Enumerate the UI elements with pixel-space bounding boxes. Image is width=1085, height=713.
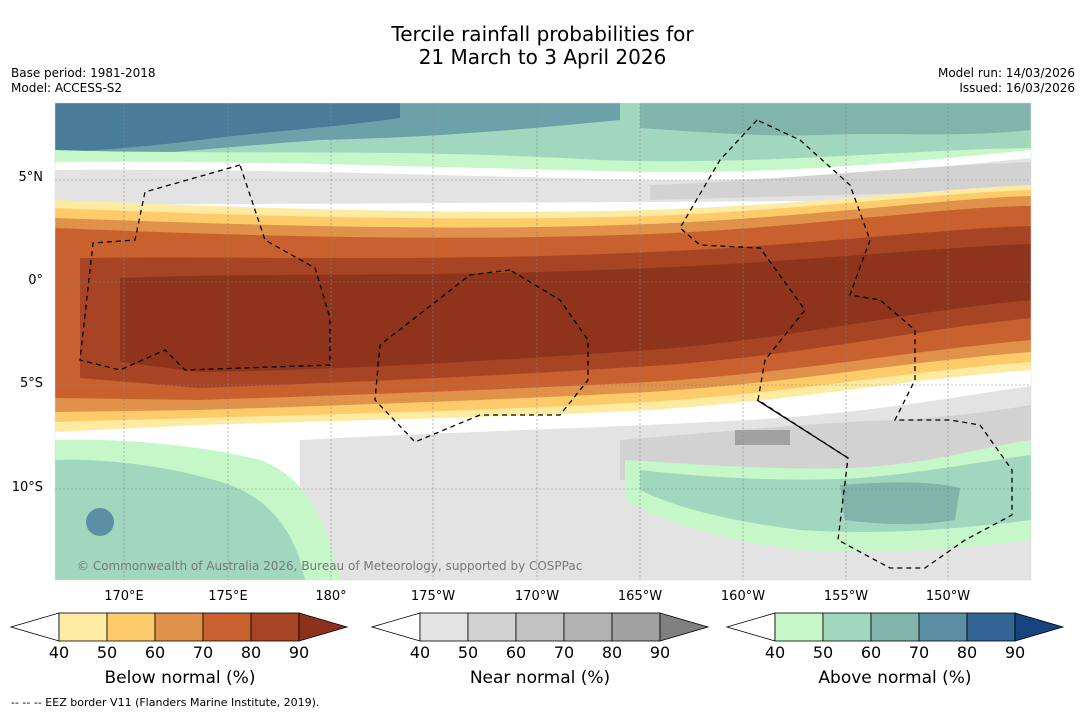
lon-label-175w: 175°W	[410, 589, 456, 604]
colorbar-near-normal-tick: 60	[505, 643, 527, 662]
colorbars	[9, 612, 1065, 642]
colorbar-near-normal-tick: 70	[553, 643, 575, 662]
colorbar-above-normal-segment	[918, 612, 968, 642]
above-normal-southwest-60	[55, 459, 305, 580]
eez-segment-solid	[756, 399, 849, 459]
colorbar-below-normal-tick: 80	[240, 643, 262, 662]
graticule	[55, 103, 1031, 580]
colorbar-below-normal-label: Below normal (%)	[104, 668, 256, 688]
lat-label-5n: 5°N	[18, 170, 44, 185]
colorbar-near-normal-tick: 80	[601, 643, 623, 662]
colorbar-near-normal-segment	[467, 612, 517, 642]
above-normal-60-patch	[640, 103, 1031, 136]
colorbar-above-normal-tick: 80	[956, 643, 978, 662]
lon-label-170e: 170°E	[104, 589, 144, 604]
map-title-line1: Tercile rainfall probabilities for	[391, 22, 694, 46]
colorbar-near-normal-lower-arrow	[370, 612, 421, 642]
eez-borders	[79, 119, 1013, 569]
colorbar-above-normal-tick: 70	[908, 643, 930, 662]
colorbar-below-normal-tick: 60	[144, 643, 166, 662]
colorbar-near-normal-segment	[515, 612, 565, 642]
lat-label-10s: 10°S	[11, 480, 43, 495]
near-normal-90-patch	[735, 430, 790, 445]
map-frame	[54, 102, 1032, 581]
lat-label-5s: 5°S	[19, 376, 43, 391]
colorbar-near-normal-tick: 40	[409, 643, 431, 662]
lon-label-150w: 150°W	[925, 589, 971, 604]
near-normal-north-60	[650, 162, 1031, 200]
colorbar-below-normal-segment	[106, 612, 156, 642]
issued-date: Issued: 16/03/2026	[959, 81, 1075, 95]
lon-label-165w: 165°W	[617, 589, 663, 604]
model-name: Model: ACCESS-S2	[11, 81, 123, 95]
colorbar-above-normal-label: Above normal (%)	[818, 668, 972, 688]
base-period: Base period: 1981-2018	[11, 66, 156, 80]
colorbar-below-normal-tick: 40	[48, 643, 70, 662]
lat-label-0: 0°	[28, 273, 43, 288]
lon-label-175e: 175°E	[208, 589, 248, 604]
colorbar-near-normal-tick: 90	[649, 643, 671, 662]
lon-label-160w: 160°W	[720, 589, 766, 604]
below-normal-90-core	[120, 244, 1031, 372]
colorbar-above-normal-segment	[774, 612, 824, 642]
above-normal-southeast-70	[840, 482, 960, 525]
colorbar-above-normal-tick: 60	[860, 643, 882, 662]
colorbar-above-normal-tick: 40	[764, 643, 786, 662]
colorbar-above-normal-tick: 90	[1004, 643, 1026, 662]
map-title-line2: 21 March to 3 April 2026	[418, 45, 667, 69]
colorbar-below-normal-tick: 90	[288, 643, 310, 662]
colorbar-below-normal-lower-arrow	[9, 612, 60, 642]
lon-label-180: 180°	[315, 589, 347, 604]
colorbar-above-normal-segment	[870, 612, 920, 642]
colorbar-below-normal-tick: 70	[192, 643, 214, 662]
colorbar-above-normal-tick: 50	[812, 643, 834, 662]
copyright-notice: © Commonwealth of Australia 2026, Bureau…	[77, 559, 583, 573]
model-run: Model run: 14/03/2026	[937, 66, 1075, 80]
above-normal-70-patch	[55, 103, 620, 158]
colorbar-near-normal-label: Near normal (%)	[469, 668, 611, 688]
colorbar-below-normal-segment	[58, 612, 108, 642]
probability-field	[55, 103, 1031, 580]
colorbar-above-normal-upper-arrow	[1014, 612, 1065, 642]
lon-label-170w: 170°W	[514, 589, 560, 604]
colorbar-below-normal-segment	[154, 612, 204, 642]
colorbar-below-normal-segment	[250, 612, 300, 642]
colorbar-below-normal-upper-arrow	[298, 612, 349, 642]
lon-label-155w: 155°W	[823, 589, 869, 604]
colorbar-above-normal-segment	[966, 612, 1016, 642]
eez-footnote: -- -- -- EEZ border V11 (Flanders Marine…	[11, 696, 320, 709]
colorbar-near-normal-tick: 50	[457, 643, 479, 662]
colorbar-near-normal-upper-arrow	[659, 612, 710, 642]
colorbar-above-normal-lower-arrow	[725, 612, 776, 642]
colorbar-near-normal-segment	[563, 612, 613, 642]
colorbar-below-normal-segment	[202, 612, 252, 642]
above-normal-southwest-70	[86, 508, 114, 536]
colorbar-near-normal-segment	[419, 612, 469, 642]
colorbar-below-normal-tick: 50	[96, 643, 118, 662]
colorbar-near-normal-segment	[611, 612, 661, 642]
colorbar-above-normal-segment	[822, 612, 872, 642]
